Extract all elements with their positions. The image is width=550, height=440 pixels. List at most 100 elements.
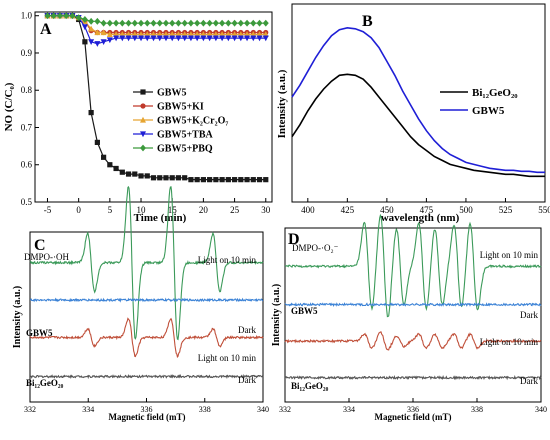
panel-a-point bbox=[88, 25, 95, 32]
panel-a-xtick-label: 10 bbox=[137, 205, 147, 215]
panel-a-point bbox=[162, 35, 169, 42]
panel-c-series-2 bbox=[29, 317, 264, 359]
panel-a-point bbox=[82, 39, 88, 45]
panel-a-point bbox=[169, 35, 176, 42]
panel-a-point bbox=[237, 19, 244, 27]
panel-a-point bbox=[256, 19, 263, 27]
panel-a-point bbox=[144, 19, 151, 27]
panel-a-legend-marker bbox=[140, 131, 146, 138]
panel-a-point bbox=[132, 171, 138, 177]
panel-a-point bbox=[100, 39, 107, 46]
panel-a-point bbox=[88, 39, 95, 46]
panel-c-xlabel: Magnetic field (mT) bbox=[109, 412, 186, 422]
panel-c: 332 334 336 338 340 C DMPO-·OH GBW5 Bi₁₂GeO₂… bbox=[12, 185, 269, 422]
panel-a-point bbox=[200, 35, 207, 42]
panel-d-ylabel: Intensity (a.u.) bbox=[271, 284, 282, 347]
panel-d-series-0 bbox=[284, 213, 542, 318]
panel-a-point bbox=[200, 177, 206, 183]
panel-a-point bbox=[156, 19, 163, 27]
panel-a-point bbox=[175, 175, 182, 181]
panel-a: -5 0 5 10 15 20 25 300.50.60.70.80.91.0 GBW5GBW… bbox=[3, 11, 273, 224]
panel-a-point bbox=[182, 175, 188, 181]
panel-b-xtick-label: 475 bbox=[420, 205, 434, 215]
panel-a-point bbox=[175, 35, 182, 42]
panel-b-frame bbox=[291, 3, 546, 203]
panel-a-ytick-label: 0.7 bbox=[21, 122, 33, 132]
panel-d-sample-bottom: Bi₁₂GeO₂₀ bbox=[291, 381, 329, 391]
panel-a-point bbox=[125, 19, 132, 27]
panel-a-point bbox=[138, 35, 145, 42]
panel-b-legend-entry: GBW5 bbox=[472, 105, 505, 117]
panel-a-point bbox=[206, 19, 213, 27]
panel-a-point bbox=[119, 35, 126, 42]
panel-c-xtick-label: 338 bbox=[199, 405, 211, 414]
panel-a-point bbox=[187, 35, 194, 42]
panel-d-dark-top: Dark bbox=[520, 310, 538, 320]
panel-d-xtick-label: 332 bbox=[279, 405, 291, 414]
panel-a-legend-marker bbox=[140, 116, 146, 123]
panel-a-point bbox=[100, 29, 107, 36]
panel-a-point bbox=[144, 173, 150, 179]
panel-b: 400 425 450 475 500 525 550 Bi₁₂GeO₂₀ GBW5 B wa… bbox=[276, 3, 550, 224]
panel-a-point bbox=[194, 19, 201, 27]
panel-a-legend-entry: GBW5+PBQ bbox=[157, 144, 213, 155]
panel-a-point bbox=[212, 19, 219, 27]
panel-a-xtick-label: 0 bbox=[76, 205, 81, 215]
panel-a-point bbox=[256, 177, 263, 183]
panel-a-ytick-label: 1.0 bbox=[21, 11, 33, 21]
panel-a-point bbox=[238, 177, 244, 183]
panel-a-point bbox=[162, 19, 169, 27]
panel-c-ylabel: Intensity (a.u.) bbox=[12, 286, 23, 349]
panel-a-point bbox=[94, 41, 101, 47]
panel-b-xtick-label: 450 bbox=[380, 205, 394, 215]
panel-a-point bbox=[163, 175, 169, 181]
panel-a-point bbox=[94, 139, 100, 145]
panel-a-point bbox=[219, 35, 226, 42]
panel-a-point bbox=[169, 175, 175, 181]
panel-a-point bbox=[81, 24, 88, 31]
panel-a-xlabel: Time (min) bbox=[134, 212, 187, 224]
panel-a-point bbox=[250, 19, 257, 27]
panel-a-point bbox=[131, 35, 138, 42]
panel-a-point bbox=[181, 35, 188, 42]
panel-a-frame bbox=[34, 11, 273, 203]
panel-a-label: A bbox=[40, 21, 52, 38]
panel-a-point bbox=[219, 19, 226, 27]
panel-d-series-1 bbox=[284, 301, 542, 308]
panel-a-legend-entry: GBW5 bbox=[157, 88, 186, 99]
panel-a-point bbox=[156, 35, 163, 42]
panel-a-point bbox=[138, 173, 144, 179]
panel-a-xtick-label: 25 bbox=[230, 205, 240, 215]
panel-d-dark-bottom: Dark bbox=[520, 376, 538, 386]
panel-a-point bbox=[150, 19, 157, 27]
panel-a-point bbox=[212, 35, 219, 42]
panel-a-xtick-label: -5 bbox=[44, 205, 52, 215]
panel-b-ylabel: Intensity (a.u.) bbox=[276, 69, 288, 138]
panel-a-point bbox=[119, 19, 126, 27]
panel-a-point bbox=[206, 35, 213, 42]
panel-a-point bbox=[225, 35, 232, 42]
panel-a-legend-entry: GBW5+TBA bbox=[157, 130, 213, 141]
panel-d-xtick-label: 334 bbox=[343, 405, 355, 414]
panel-a-point bbox=[263, 177, 269, 183]
panel-a-point bbox=[256, 35, 263, 42]
panel-a-point bbox=[231, 19, 238, 27]
panel-a-point bbox=[207, 177, 213, 183]
panel-c-series-1 bbox=[29, 297, 264, 303]
panel-a-point bbox=[113, 35, 120, 42]
panel-d-series-3 bbox=[284, 374, 542, 381]
panel-d-spectrum-label: DMPO-·O₂⁻ bbox=[292, 243, 339, 253]
panel-a-point bbox=[106, 37, 113, 44]
panel-a-point bbox=[194, 177, 200, 183]
panel-a-point bbox=[231, 35, 238, 42]
panel-a-legend-marker bbox=[140, 103, 146, 109]
panel-b-label: B bbox=[362, 13, 373, 30]
panel-a-point bbox=[225, 177, 231, 183]
panel-a-ytick-label: 0.6 bbox=[21, 160, 33, 170]
panel-a-point bbox=[150, 35, 157, 42]
panel-d-xtick-label: 340 bbox=[535, 405, 547, 414]
panel-a-point bbox=[244, 177, 250, 183]
panel-a-ytick-label: 0.5 bbox=[21, 197, 33, 207]
panel-a-point bbox=[94, 17, 101, 25]
